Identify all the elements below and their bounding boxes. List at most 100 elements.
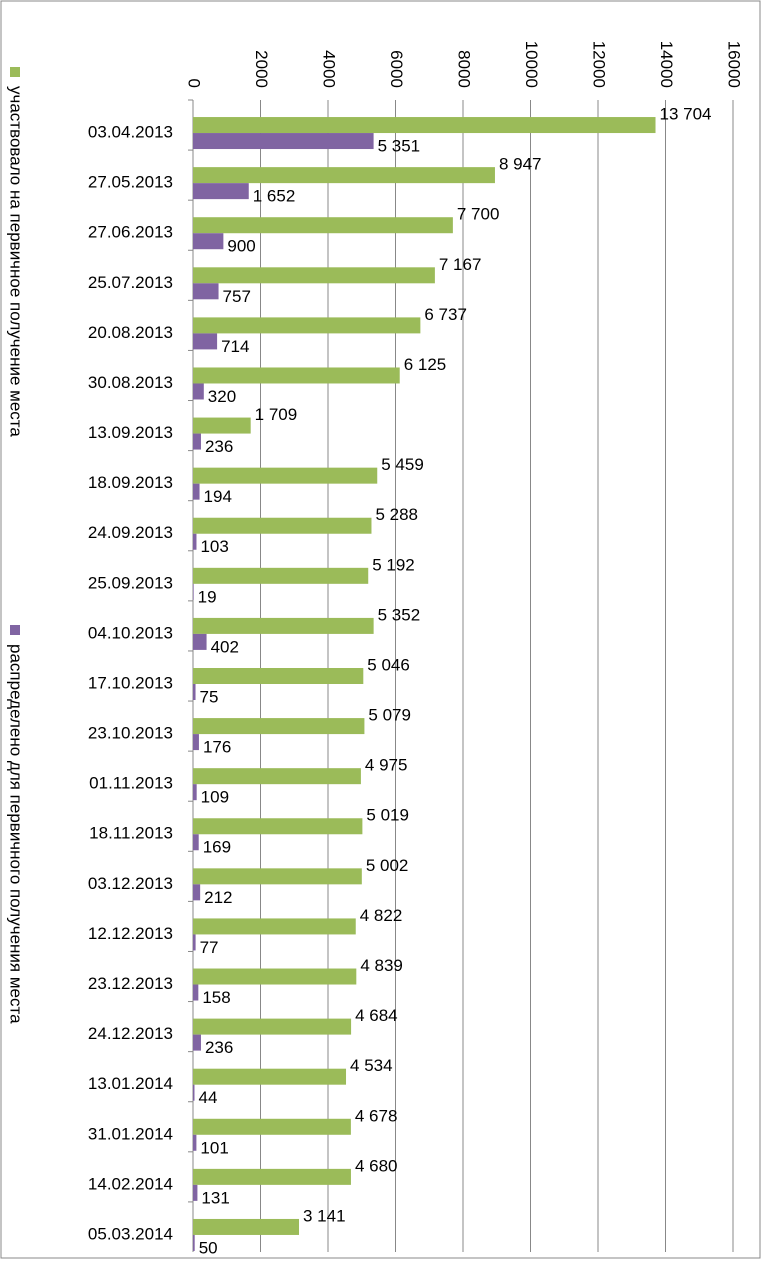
value-label: 5 002 — [366, 856, 409, 875]
y-tick-label: 18.11.2013 — [89, 824, 173, 843]
value-label: 194 — [204, 487, 232, 506]
x-tick-label: 0 — [185, 79, 204, 88]
bar — [193, 984, 199, 1001]
bar — [193, 868, 362, 885]
bar — [193, 1068, 347, 1085]
value-label: 4 680 — [355, 1156, 398, 1175]
y-tick-label: 03.12.2013 — [88, 874, 173, 893]
y-tick-label: 04.10.2013 — [88, 623, 173, 642]
bar — [193, 433, 201, 450]
y-tick-label: 27.06.2013 — [88, 223, 173, 242]
value-label: 5 192 — [372, 555, 415, 574]
value-label: 6 125 — [404, 355, 447, 374]
bar — [193, 533, 197, 550]
x-tick-label: 14000 — [657, 41, 676, 88]
bar — [193, 718, 365, 735]
value-label: 4 678 — [355, 1106, 398, 1125]
bar — [193, 1018, 352, 1035]
y-tick-label: 23.10.2013 — [88, 724, 173, 743]
bar — [193, 583, 194, 600]
bar — [193, 884, 201, 901]
bar — [193, 467, 378, 484]
bar — [193, 968, 357, 985]
value-label: 19 — [198, 587, 217, 606]
value-label: 5 352 — [378, 605, 421, 624]
y-tick-label: 01.11.2013 — [89, 774, 173, 793]
value-label: 402 — [211, 637, 239, 656]
value-label: 176 — [203, 738, 231, 757]
bar — [193, 617, 374, 634]
value-label: 7 700 — [457, 205, 500, 224]
bar — [193, 317, 421, 334]
bar — [193, 818, 363, 835]
y-tick-label: 24.12.2013 — [88, 1024, 173, 1043]
value-label: 320 — [208, 387, 236, 406]
value-label: 101 — [200, 1138, 228, 1157]
bar — [193, 183, 249, 200]
value-label: 236 — [205, 1038, 233, 1057]
bar — [193, 1118, 351, 1135]
y-tick-label: 30.08.2013 — [88, 373, 173, 392]
bar — [193, 918, 356, 935]
x-tick-label: 10000 — [522, 41, 541, 88]
y-tick-label: 27.05.2013 — [88, 173, 173, 192]
value-label: 4 975 — [365, 756, 408, 775]
bar — [193, 383, 204, 400]
value-label: 5 079 — [368, 706, 411, 725]
bar — [193, 567, 369, 584]
bar — [193, 283, 219, 300]
value-label: 1 652 — [253, 187, 296, 206]
y-tick-label: 13.01.2014 — [88, 1074, 173, 1093]
value-label: 4 684 — [355, 1006, 398, 1025]
bar — [193, 1218, 300, 1235]
value-label: 1 709 — [255, 405, 298, 424]
value-label: 7 167 — [439, 255, 482, 274]
y-tick-label: 14.02.2014 — [88, 1174, 173, 1193]
x-tick-label: 6000 — [387, 50, 406, 88]
value-label: 5 288 — [375, 505, 418, 524]
y-tick-label: 05.03.2014 — [88, 1224, 173, 1243]
legend-swatch — [10, 625, 20, 635]
value-label: 900 — [227, 237, 255, 256]
value-label: 714 — [221, 337, 249, 356]
bar — [193, 233, 224, 250]
y-tick-label: 12.12.2013 — [88, 924, 173, 943]
x-tick-label: 8000 — [455, 50, 474, 88]
value-label: 8 947 — [499, 155, 542, 174]
y-tick-label: 18.09.2013 — [88, 473, 173, 492]
bar — [193, 483, 200, 500]
value-label: 131 — [201, 1188, 229, 1207]
y-tick-label: 23.12.2013 — [88, 974, 173, 993]
legend-label: участвовало на первичное получение места — [7, 86, 26, 437]
bar — [193, 934, 196, 951]
legend-label: распределено для первичного получения ме… — [7, 644, 26, 1024]
y-tick-label: 25.07.2013 — [88, 273, 173, 292]
x-tick-label: 12000 — [590, 41, 609, 88]
bar — [193, 333, 218, 350]
bar — [193, 684, 196, 700]
value-label: 6 737 — [424, 305, 467, 324]
bar — [193, 668, 364, 684]
bar — [193, 768, 361, 785]
value-label: 4 822 — [360, 906, 403, 925]
value-label: 5 351 — [378, 137, 421, 156]
value-label: 169 — [203, 838, 231, 857]
value-label: 75 — [200, 687, 219, 706]
bar — [193, 1184, 198, 1201]
x-tick-label: 4000 — [320, 50, 339, 88]
y-tick-label: 20.08.2013 — [88, 323, 173, 342]
y-tick-label: 25.09.2013 — [88, 573, 173, 592]
value-label: 50 — [199, 1238, 218, 1257]
value-label: 5 459 — [381, 455, 424, 474]
value-label: 5 019 — [366, 806, 409, 825]
value-label: 236 — [205, 437, 233, 456]
bar — [193, 417, 251, 434]
y-tick-label: 03.04.2013 — [88, 123, 173, 142]
bar — [193, 217, 453, 234]
bar — [193, 784, 197, 801]
x-tick-label: 16000 — [725, 41, 744, 88]
bar — [193, 167, 495, 184]
value-label: 13 704 — [660, 105, 712, 124]
